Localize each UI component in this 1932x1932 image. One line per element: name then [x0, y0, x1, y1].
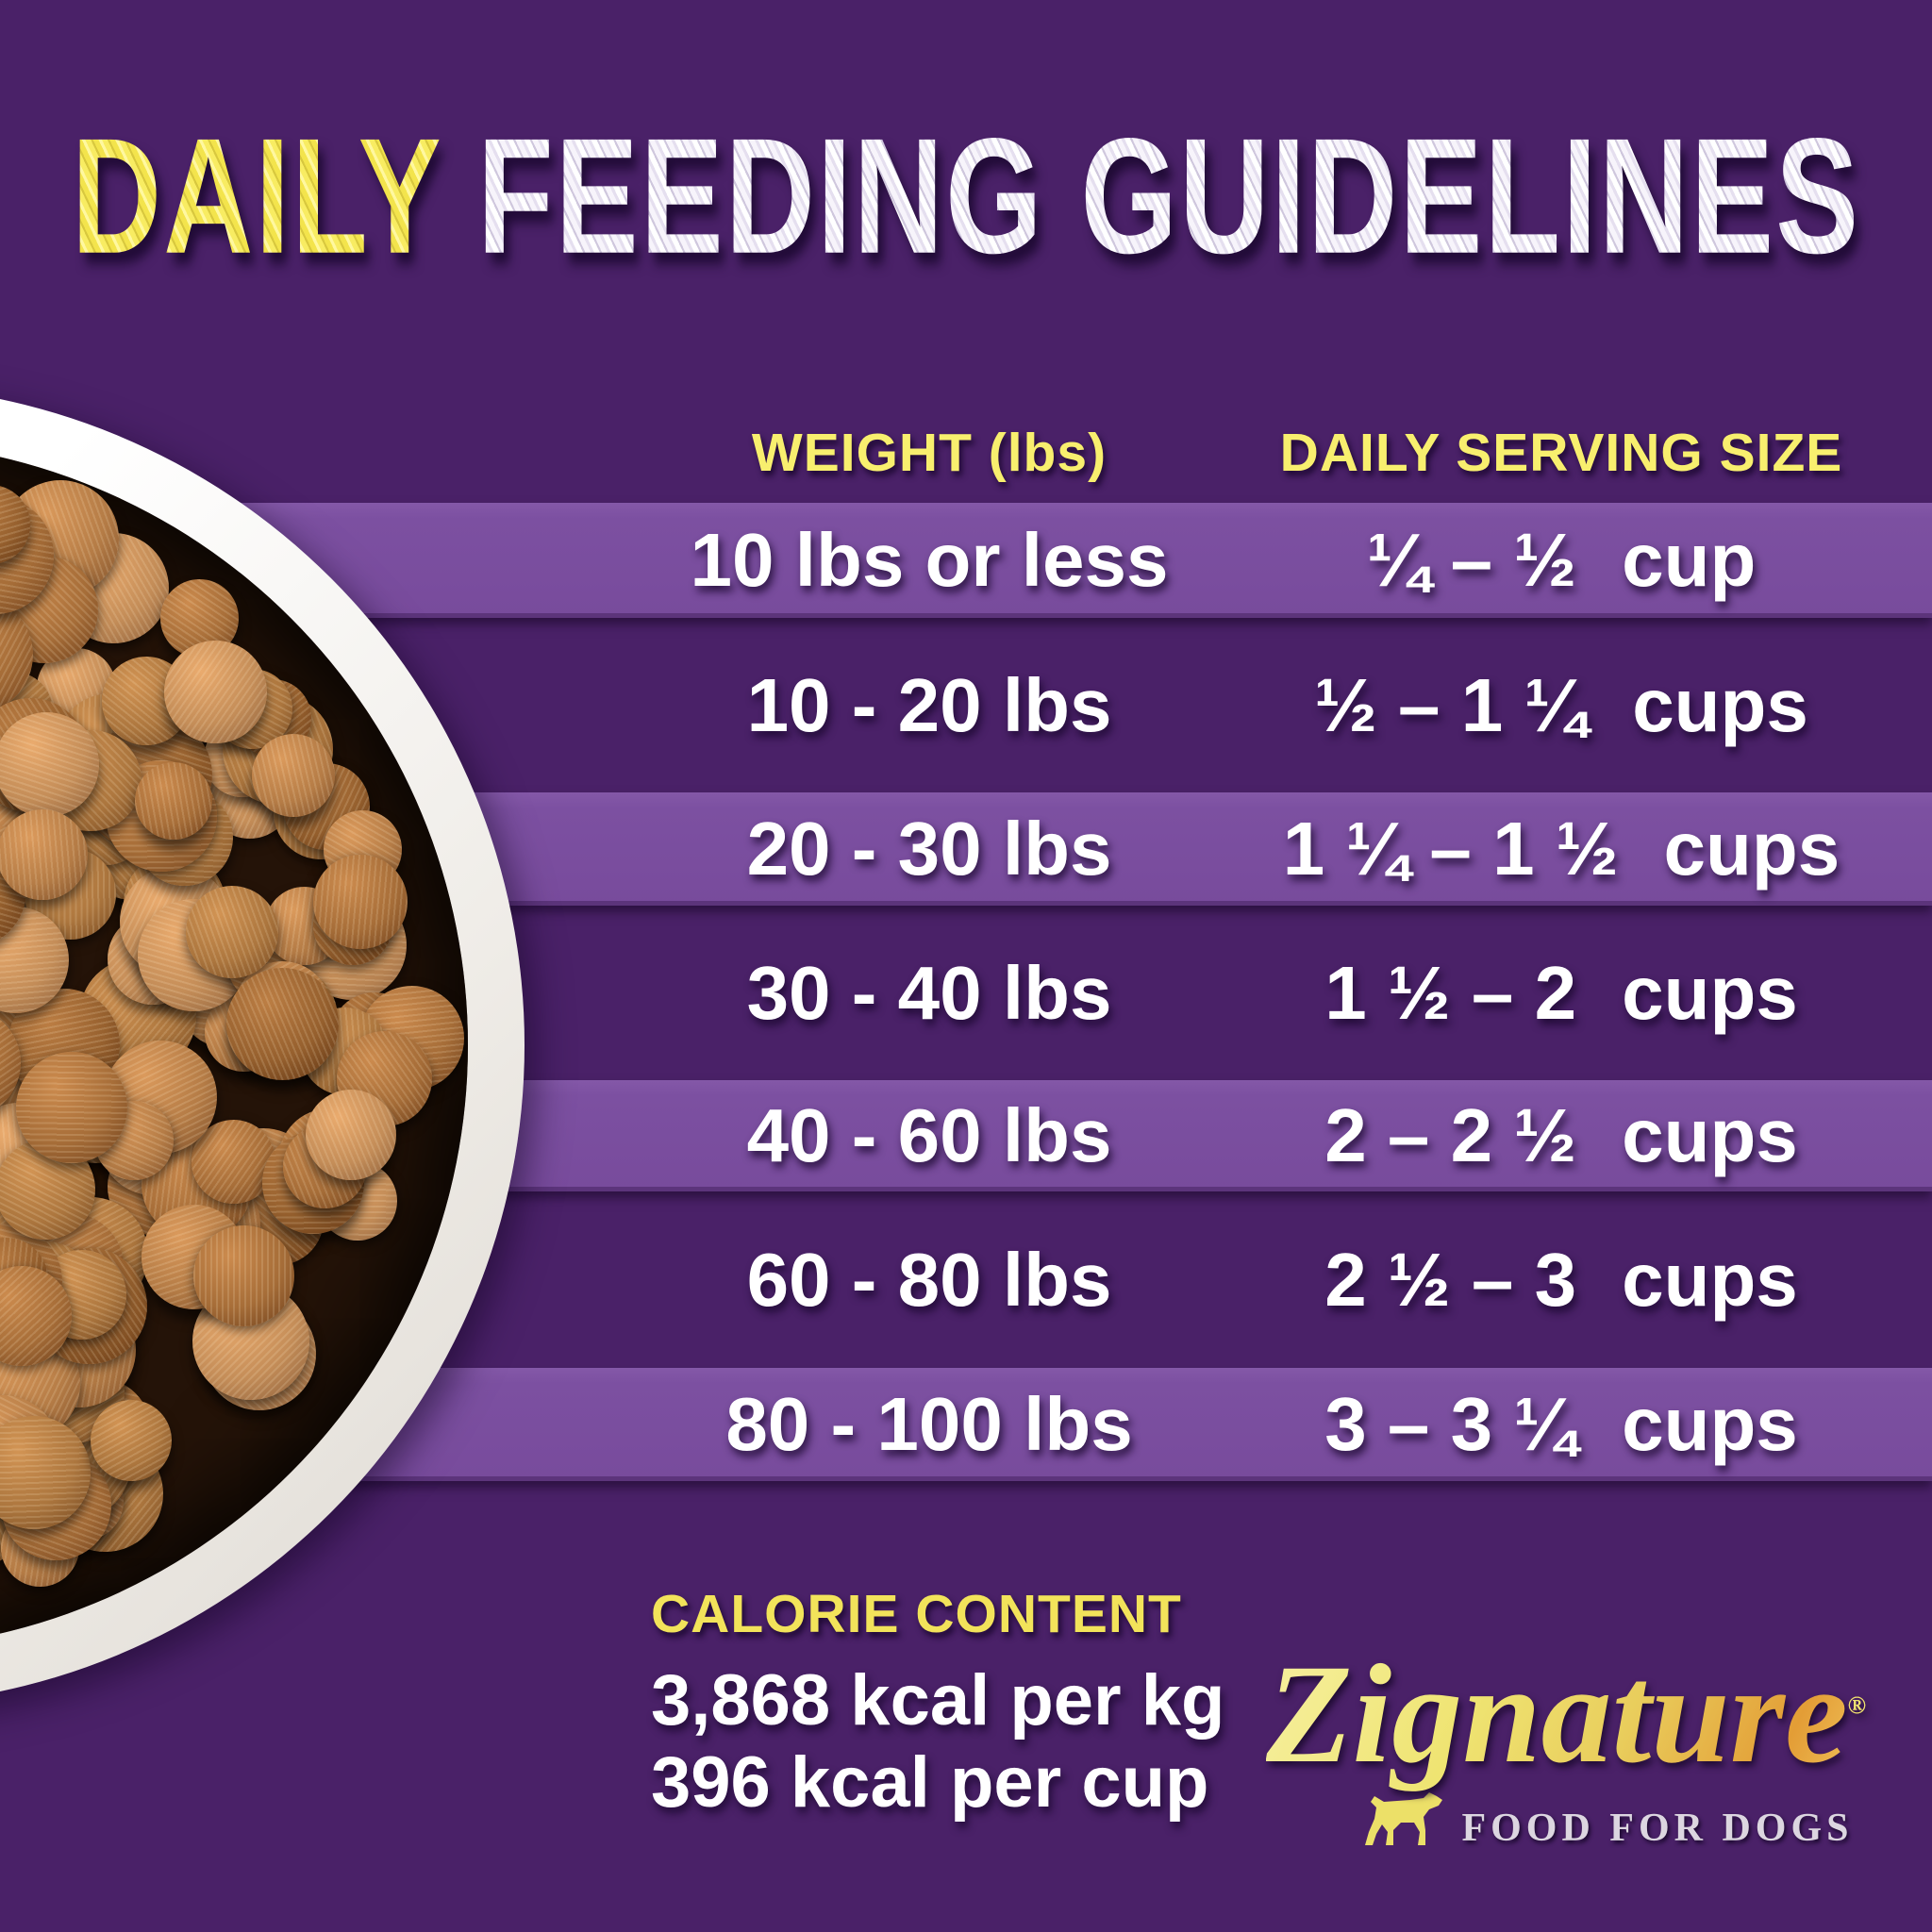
serving-range: ¼ – ½ [1366, 518, 1577, 602]
brand-tagline: FOOD FOR DOGS [1461, 1807, 1854, 1850]
brand-logo: Zignature® FOOD FOR DOGS [1255, 1643, 1877, 1851]
kibble-piece [0, 809, 88, 900]
serving-unit: cups [1663, 807, 1840, 891]
weight-value: 20 - 30 lbs [746, 807, 1112, 891]
kibble-piece [0, 1416, 91, 1529]
serving-column-header: DAILY SERVING SIZE [1279, 423, 1843, 483]
kibble-piece [313, 855, 408, 949]
kibble-piece [306, 1090, 396, 1180]
weight-column-header: WEIGHT (lbs) [751, 423, 1108, 483]
kibble-piece [91, 1400, 172, 1481]
serving-range: 2 ½ – 3 [1324, 1237, 1577, 1322]
calorie-per-cup: 396 kcal per cup [651, 1741, 1209, 1823]
title-daily: DAILY [71, 104, 441, 288]
kibble-pile [0, 441, 468, 1649]
serving-unit: cup [1622, 518, 1757, 602]
kibble-piece [226, 968, 339, 1080]
serving-unit: cups [1622, 1237, 1798, 1322]
dog-silhouette-icon [1365, 1792, 1443, 1845]
serving-unit: cups [1622, 1093, 1798, 1177]
dog-food-bowl-photo [0, 385, 525, 1706]
serving-range: ½ – 1 ¼ [1314, 662, 1588, 747]
table-row: 10 - 20 lbs ½ – 1 ¼ cups [0, 618, 1932, 792]
weight-value: 30 - 40 lbs [746, 950, 1112, 1035]
serving-unit: cups [1622, 950, 1798, 1035]
weight-value: 10 - 20 lbs [746, 662, 1112, 747]
kibble-piece [16, 1052, 127, 1163]
registered-mark: ® [1847, 1691, 1867, 1719]
weight-value: 10 lbs or less [690, 518, 1169, 602]
table-row: 60 - 80 lbs 2 ½ – 3 cups [0, 1191, 1932, 1368]
serving-unit: cups [1632, 662, 1808, 747]
table-header-row: WEIGHT (lbs) DAILY SERVING SIZE [0, 404, 1932, 502]
kibble-piece [135, 762, 212, 840]
kibble-piece [252, 734, 335, 817]
serving-unit: cups [1622, 1382, 1798, 1466]
calorie-content-block: CALORIE CONTENT 3,868 kcal per kg 396 kc… [651, 1583, 1224, 1824]
kibble-piece [193, 1225, 294, 1326]
serving-range: 3 – 3 ¼ [1324, 1382, 1577, 1466]
table-row: 10 lbs or less ¼ – ½ cup [0, 503, 1932, 618]
page-title: DAILY FEEDING GUIDELINES [0, 102, 1932, 290]
weight-value: 80 - 100 lbs [725, 1382, 1133, 1466]
serving-range: 1 ½ – 2 [1324, 950, 1577, 1035]
weight-value: 60 - 80 lbs [746, 1237, 1112, 1322]
brand-name: Zignature® [1265, 1636, 1867, 1792]
calorie-per-kg: 3,868 kcal per kg [651, 1660, 1225, 1740]
weight-value: 40 - 60 lbs [746, 1093, 1112, 1177]
kibble-piece [192, 1120, 275, 1204]
kibble-piece [186, 886, 278, 978]
kibble-piece [0, 712, 99, 817]
table-row: 30 - 40 lbs 1 ½ – 2 cups [0, 906, 1932, 1080]
calorie-heading: CALORIE CONTENT [651, 1584, 1182, 1644]
serving-range: 1 ¼ – 1 ½ [1282, 807, 1619, 891]
title-rest: FEEDING GUIDELINES [477, 104, 1861, 288]
serving-range: 2 – 2 ½ [1324, 1093, 1577, 1177]
kibble-piece [164, 641, 267, 743]
